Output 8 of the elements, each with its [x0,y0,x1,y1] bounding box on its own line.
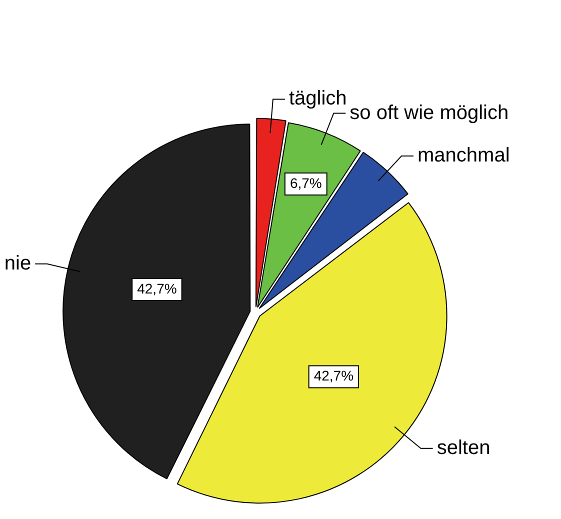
slice-label: selten [436,436,490,459]
slice-label: so oft wie möglich [350,102,509,124]
data-label: 42,7% [137,280,177,296]
slice-label: täglich [288,88,347,110]
slice-label: manchmal [418,144,510,167]
slice-label: nie [4,252,32,274]
data-label: 6,7% [290,174,322,191]
data-label: 42,7% [314,368,354,384]
